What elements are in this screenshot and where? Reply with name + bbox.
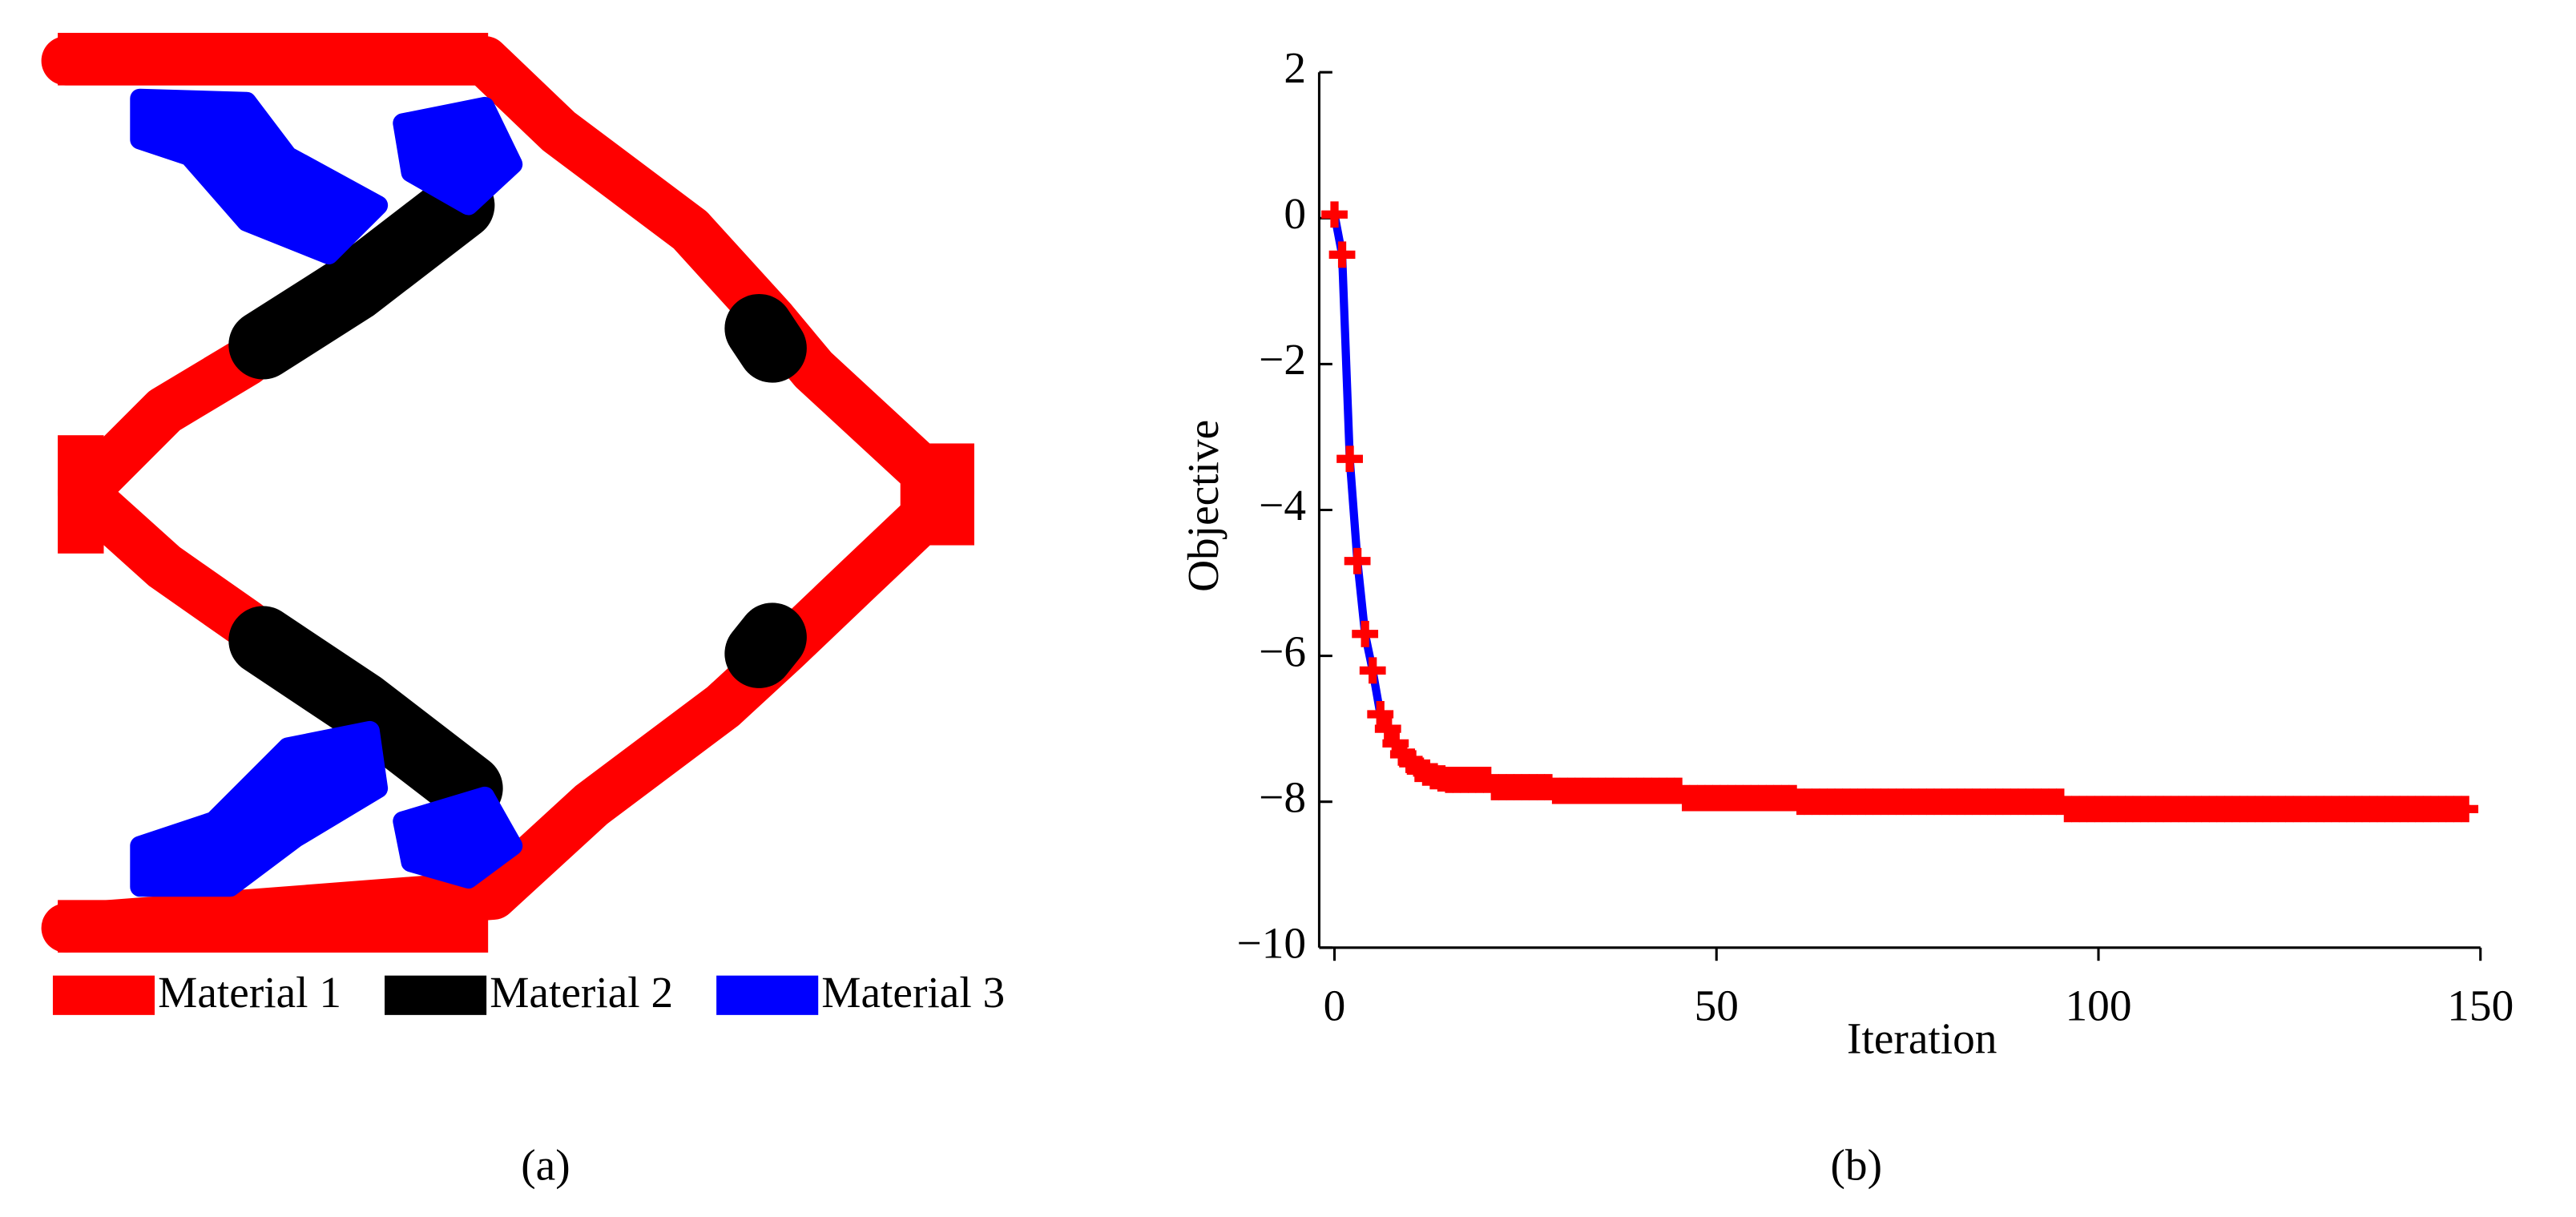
x-tick-label: 50 (1695, 981, 1739, 1030)
legend: Material 1 Material 2 Material 3 (52, 968, 1005, 1017)
marker (1367, 701, 1394, 727)
y-tick-label: −2 (1259, 335, 1306, 384)
marker (1344, 547, 1371, 574)
x-axis-label: Iteration (1847, 1013, 1997, 1062)
marker (1321, 201, 1348, 228)
marker (1374, 715, 1401, 743)
material-1-region (58, 32, 489, 86)
legend-label: Material 3 (821, 968, 1005, 1017)
x-tick-label: 100 (2066, 981, 2132, 1030)
material-3-region (130, 88, 523, 897)
legend-swatch (52, 975, 155, 1015)
marker (1352, 620, 1379, 647)
legend-label: Material 2 (490, 968, 673, 1017)
x-tick-label: 0 (1324, 981, 1346, 1030)
y-axis-label: Objective (1179, 420, 1228, 592)
y-tick-label: 2 (1284, 43, 1306, 92)
marker (2452, 796, 2479, 823)
topology (41, 32, 974, 953)
panel-label: (a) (521, 1140, 570, 1189)
y-tick-label: −10 (1237, 919, 1307, 968)
series-line (1330, 213, 2465, 813)
y-tick-label: −6 (1259, 627, 1306, 675)
material-1-region (900, 443, 974, 546)
marker (1328, 241, 1356, 268)
legend-label: Material 1 (158, 968, 341, 1017)
panel-label: (b) (1831, 1140, 1883, 1189)
legend-swatch (716, 975, 819, 1015)
material-1-region (58, 435, 104, 554)
y-tick-label: −4 (1259, 481, 1306, 530)
material-1-region (41, 36, 974, 953)
material-1-region (58, 900, 489, 953)
marker (1336, 445, 1363, 473)
x-tick-label: 150 (2447, 981, 2514, 1030)
y-tick-label: 0 (1284, 189, 1306, 238)
marker (1359, 657, 1386, 684)
material-2-region (228, 171, 807, 824)
legend-swatch (385, 975, 487, 1015)
y-tick-label: −8 (1259, 772, 1306, 821)
